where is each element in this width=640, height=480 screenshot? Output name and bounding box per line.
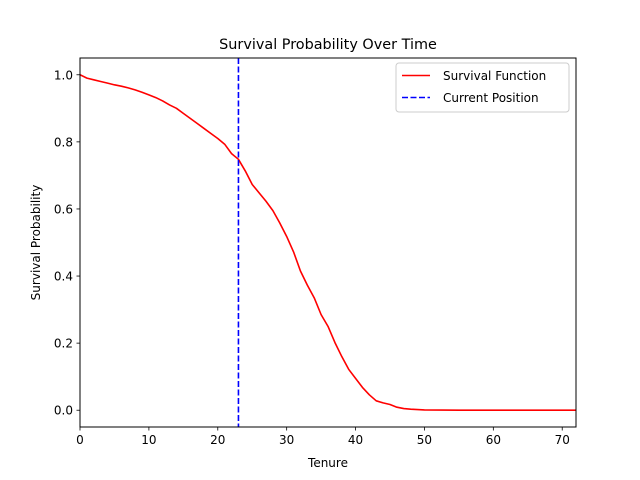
y-tick-label: 0.8 (54, 135, 73, 149)
y-tick-label: 0.4 (54, 270, 73, 284)
x-tick-label: 0 (76, 433, 84, 447)
y-tick-label: 1.0 (54, 68, 73, 82)
y-tick-label: 0.0 (54, 404, 73, 418)
plot-frame (79, 57, 577, 428)
legend-label-survival-function: Survival Function (443, 69, 546, 83)
x-tick-label: 20 (210, 433, 225, 447)
legend-box (395, 62, 570, 113)
x-tick-label: 40 (348, 433, 363, 447)
x-tick-label: 60 (486, 433, 501, 447)
x-tick-label: 70 (555, 433, 570, 447)
y-tick-label: 0.6 (54, 202, 73, 216)
y-tick-label: 0.2 (54, 337, 73, 351)
x-tick-label: 50 (417, 433, 432, 447)
x-tick-label: 30 (279, 433, 294, 447)
y-axis-label: Survival Probability (29, 185, 43, 301)
series-line-survival-function (80, 74, 576, 412)
legend-label-current-position: Current Position (443, 91, 539, 105)
legend: Survival Function Current Position (395, 62, 570, 113)
x-tick-label: 10 (141, 433, 156, 447)
x-axis-label: Tenure (307, 456, 348, 470)
chart-title: Survival Probability Over Time (219, 37, 437, 53)
